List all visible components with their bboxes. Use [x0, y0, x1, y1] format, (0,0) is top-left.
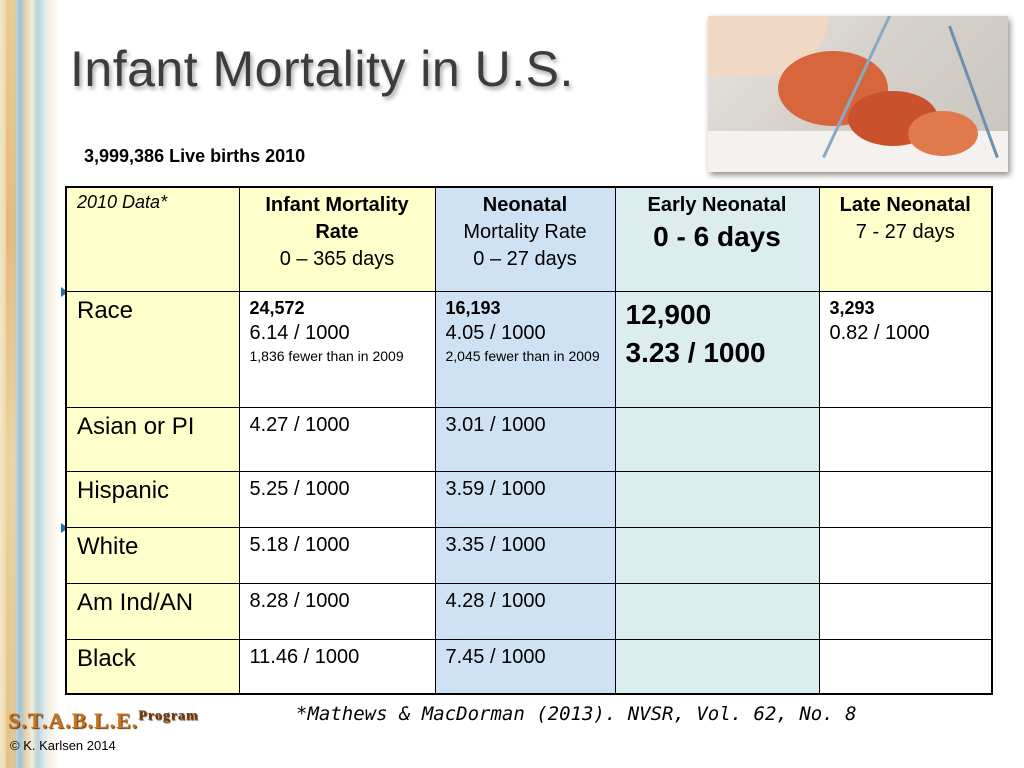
- header-neonatal-rest: Mortality Rate: [463, 221, 587, 243]
- header-early-range: 0 - 6 days: [653, 221, 781, 252]
- early-neonatal-cell: [614, 526, 820, 584]
- race-infant-note: 1,836 fewer than in 2009: [249, 347, 404, 364]
- early-neonatal-cell: [614, 638, 820, 695]
- race-infant-rate: 6.14 / 1000: [249, 321, 350, 344]
- mortality-table: 2010 Data* Infant Mortality Rate 0 – 365…: [65, 186, 993, 695]
- late-neonatal-cell: [818, 638, 993, 695]
- early-neonatal-cell: [614, 470, 820, 528]
- header-early-neonatal: Early Neonatal 0 - 6 days: [614, 186, 820, 292]
- copyright: © K. Karlsen 2014: [10, 738, 116, 753]
- bullet-marker: [61, 523, 68, 533]
- row-label-race: Race: [65, 290, 240, 408]
- neonatal-rate-cell: 3.01 / 1000: [434, 406, 616, 472]
- race-late-count: 3,293: [829, 297, 875, 318]
- table-row: Asian or PI 4.27 / 1000 3.01 / 1000: [65, 406, 993, 472]
- row-label: Am Ind/AN: [65, 582, 240, 640]
- late-neonatal-cell: [818, 406, 993, 472]
- race-neonatal-cell: 16,193 4.05 / 1000 2,045 fewer than in 2…: [434, 290, 616, 408]
- citation: *Mathews & MacDorman (2013). NVSR, Vol. …: [296, 703, 857, 725]
- row-label: Hispanic: [65, 470, 240, 528]
- race-late-rate: 0.82 / 1000: [829, 321, 930, 344]
- infant-rate-cell: 5.18 / 1000: [238, 526, 436, 584]
- neonatal-rate-cell: 3.59 / 1000: [434, 470, 616, 528]
- logo-suffix: Program: [138, 708, 199, 724]
- stable-logo: S.T.A.B.L.E.Program: [8, 708, 199, 734]
- row-label: Asian or PI: [65, 406, 240, 472]
- header-2010-data: 2010 Data*: [65, 186, 240, 292]
- left-decorative-band: [0, 0, 60, 768]
- neonate-photo: [708, 16, 1008, 172]
- header-early-label: Early Neonatal: [647, 194, 787, 216]
- late-neonatal-cell: [818, 470, 993, 528]
- logo-text: S.T.A.B.L.E.: [8, 708, 139, 733]
- neonatal-rate-cell: 4.28 / 1000: [434, 582, 616, 640]
- race-early-cell: 12,900 3.23 / 1000: [614, 290, 820, 408]
- race-early-count: 12,900: [625, 298, 712, 330]
- table-row: Am Ind/AN 8.28 / 1000 4.28 / 1000: [65, 582, 993, 640]
- infant-rate-cell: 5.25 / 1000: [238, 470, 436, 528]
- early-neonatal-cell: [614, 406, 820, 472]
- header-neonatal-mortality: Neonatal Mortality Rate 0 – 27 days: [434, 186, 616, 292]
- bullet-marker: [61, 287, 68, 297]
- late-neonatal-cell: [818, 582, 993, 640]
- race-neonatal-count: 16,193: [445, 297, 501, 318]
- race-neonatal-rate: 4.05 / 1000: [445, 321, 546, 344]
- header-late-neonatal: Late Neonatal 7 - 27 days: [818, 186, 993, 292]
- live-births-subtitle: 3,999,386 Live births 2010: [84, 146, 306, 166]
- header-late-label: Late Neonatal: [839, 194, 971, 216]
- race-early-rate: 3.23 / 1000: [625, 336, 766, 368]
- header-infant-label: Infant Mortality Rate: [265, 194, 409, 243]
- race-infant-count: 24,572: [249, 297, 305, 318]
- header-infant-range: 0 – 365 days: [279, 248, 395, 270]
- table-row: White 5.18 / 1000 3.35 / 1000: [65, 526, 993, 584]
- late-neonatal-cell: [818, 526, 993, 584]
- race-row: Race 24,572 6.14 / 1000 1,836 fewer than…: [65, 290, 993, 408]
- row-label: White: [65, 526, 240, 584]
- race-late-cell: 3,293 0.82 / 1000: [818, 290, 993, 408]
- infant-rate-cell: 11.46 / 1000: [238, 638, 436, 695]
- header-neonatal-range: 0 – 27 days: [473, 248, 577, 270]
- slide-title: Infant Mortality in U.S.: [70, 41, 574, 97]
- row-label: Black: [65, 638, 240, 695]
- infant-rate-cell: 4.27 / 1000: [238, 406, 436, 472]
- infant-rate-cell: 8.28 / 1000: [238, 582, 436, 640]
- race-neonatal-note: 2,045 fewer than in 2009: [445, 347, 600, 364]
- race-infant-cell: 24,572 6.14 / 1000 1,836 fewer than in 2…: [238, 290, 436, 408]
- header-row: 2010 Data* Infant Mortality Rate 0 – 365…: [65, 186, 993, 292]
- table-row: Black 11.46 / 1000 7.45 / 1000: [65, 638, 993, 695]
- header-infant-mortality: Infant Mortality Rate 0 – 365 days: [238, 186, 436, 292]
- header-late-range: 7 - 27 days: [855, 221, 955, 243]
- table-row: Hispanic 5.25 / 1000 3.59 / 1000: [65, 470, 993, 528]
- neonatal-rate-cell: 3.35 / 1000: [434, 526, 616, 584]
- early-neonatal-cell: [614, 582, 820, 640]
- neonatal-rate-cell: 7.45 / 1000: [434, 638, 616, 695]
- header-neonatal-label: Neonatal: [482, 194, 568, 216]
